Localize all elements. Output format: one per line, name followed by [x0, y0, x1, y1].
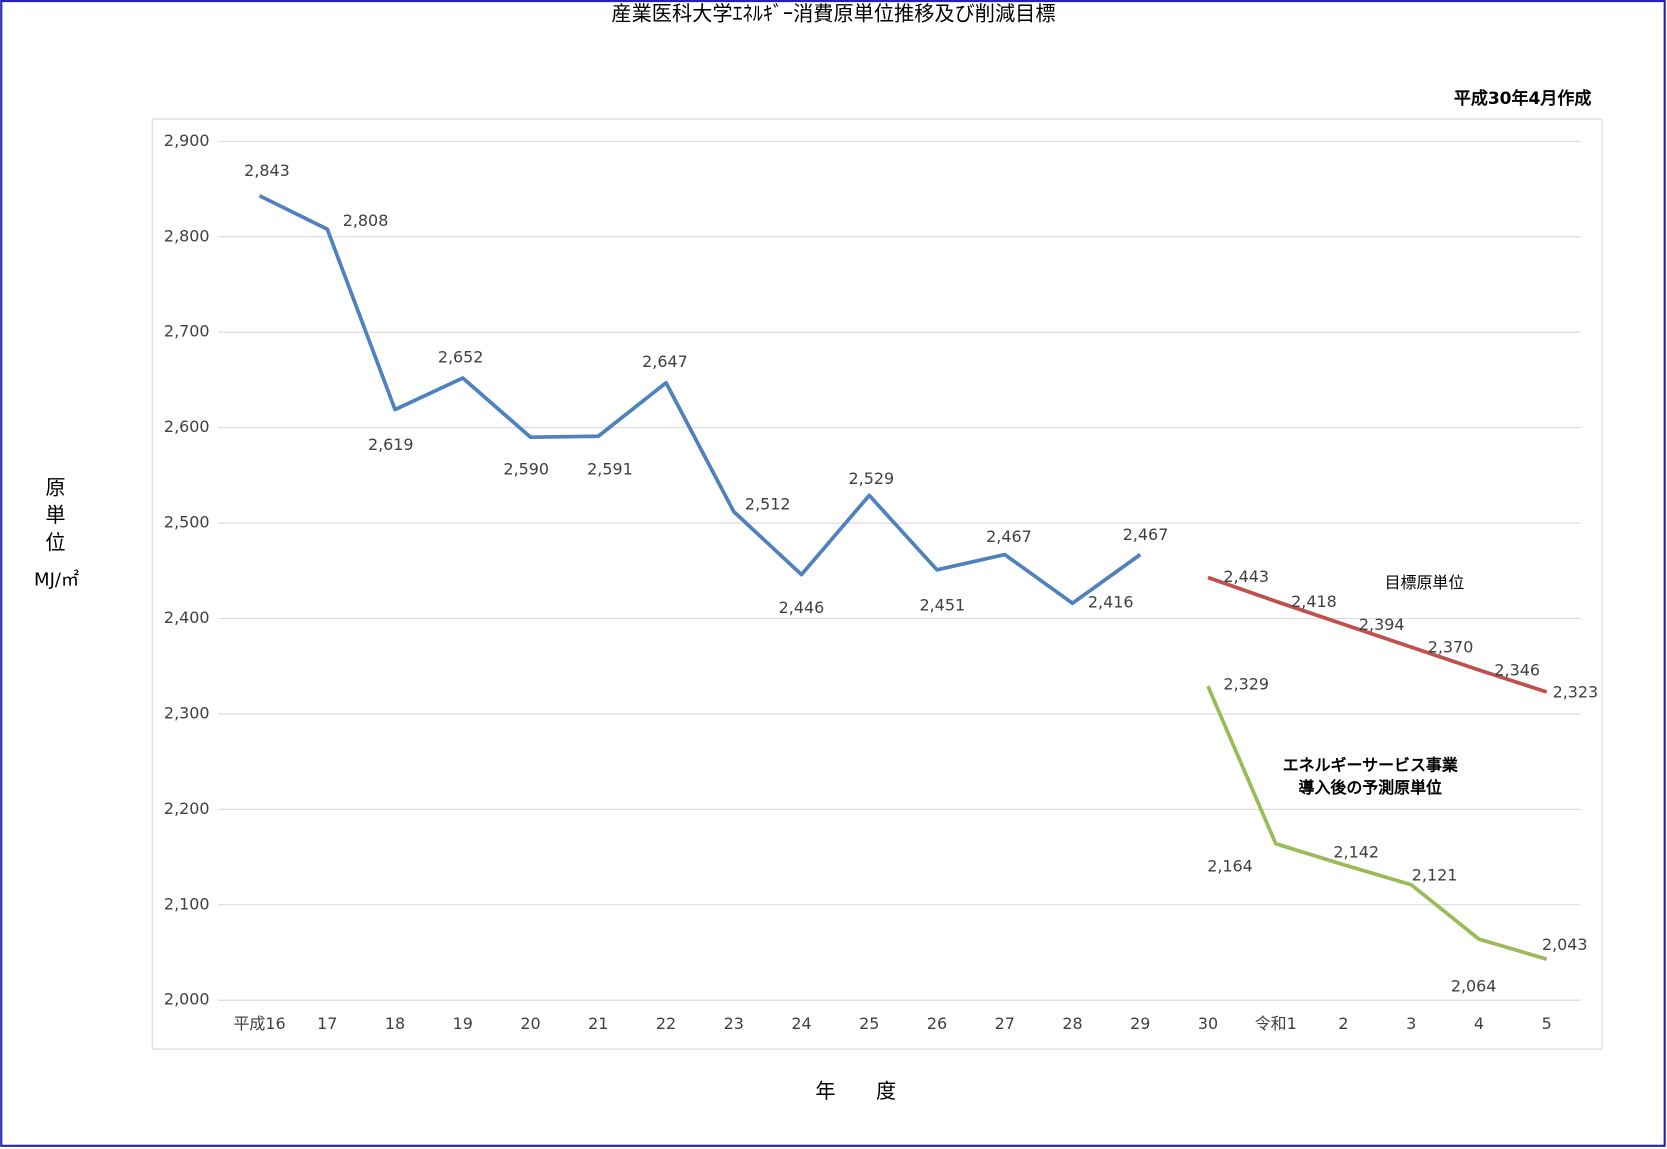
y-tick-label: 2,100 [164, 894, 210, 913]
x-tick-label: 28 [1062, 1014, 1082, 1033]
data-label: 2,043 [1542, 935, 1588, 954]
y-tick-label: 2,800 [164, 226, 210, 245]
line [258, 194, 1142, 606]
x-tick-label: 20 [520, 1014, 540, 1033]
chart-title: 産業医科大学ｴﾈﾙｷﾞｰ消費原単位推移及び削減目標 [611, 1, 1055, 25]
x-tick-label: 平成16 [233, 1014, 285, 1033]
data-label: 2,451 [919, 595, 965, 614]
y-tick-label: 2,200 [164, 799, 210, 818]
series-name: エネルギーサービス事業 導入後の予測原単位 [1282, 755, 1458, 798]
series-name: 目標原単位 [1384, 572, 1465, 592]
data-label: 2,064 [1451, 976, 1497, 995]
x-tick-label: 21 [588, 1014, 608, 1033]
x-tick-label: 23 [724, 1014, 744, 1033]
y-tick-label: 2,700 [164, 322, 210, 341]
x-tick-label: 5 [1542, 1014, 1552, 1033]
line [1207, 575, 1548, 694]
data-label: 2,394 [1359, 615, 1405, 634]
y-tick-label: 2,500 [164, 513, 210, 532]
data-label: 2,418 [1291, 592, 1337, 611]
data-label: 2,164 [1207, 857, 1253, 876]
x-tick-label: 29 [1130, 1014, 1150, 1033]
data-label: 2,443 [1223, 567, 1269, 586]
series: 2,843 2,808 2,619 2,652 2,590 2,591 2,647 2,512… [244, 161, 1168, 617]
data-label: 2,843 [244, 161, 290, 180]
data-label: 2,591 [587, 460, 633, 479]
y-axis-unit: MJ/㎡ [34, 568, 79, 590]
data-label: 2,329 [1223, 675, 1269, 694]
y-axis-label: 原 単 位 [45, 476, 66, 555]
y-tick-label: 2,600 [164, 417, 210, 436]
x-tick-label: 27 [995, 1014, 1015, 1033]
x-tick-label: 25 [859, 1014, 879, 1033]
x-tick-label: 17 [317, 1014, 337, 1033]
data-label: 2,467 [986, 527, 1032, 546]
x-tick-label: 令和1 [1255, 1014, 1297, 1033]
series: 2,443 2,418 2,394 2,370 2,346 2,323 [1207, 567, 1599, 702]
data-label: 2,512 [745, 495, 791, 514]
x-tick-label: 4 [1474, 1014, 1484, 1033]
data-label: 2,619 [368, 435, 414, 454]
x-tick-label: 22 [656, 1014, 676, 1033]
x-tick-label: 24 [791, 1014, 811, 1033]
data-label: 2,416 [1088, 593, 1134, 612]
y-label-fo: 原 単 位 [45, 476, 66, 555]
data-label: 2,467 [1123, 525, 1169, 544]
y-tick-label: 2,300 [164, 703, 210, 722]
x-tick-label: 2 [1338, 1014, 1348, 1033]
data-label: 2,652 [438, 347, 484, 366]
x-tick-label: 26 [927, 1014, 947, 1033]
x-axis-label: 年 度 [815, 1079, 896, 1103]
data-label: 2,808 [343, 211, 389, 230]
data-label: 2,647 [642, 352, 688, 371]
y-tick-label: 2,900 [164, 131, 210, 150]
data-label: 2,121 [1412, 866, 1458, 885]
subtitle: 平成30年4月作成 [1454, 88, 1592, 109]
series-name-box: エネルギーサービス事業 導入後の予測原単位 [1282, 755, 1458, 798]
data-label: 2,529 [849, 469, 895, 488]
line [1206, 685, 1548, 961]
data-label: 2,346 [1494, 661, 1540, 680]
x-tick-label: 19 [453, 1014, 473, 1033]
series-name-box: 目標原単位 [1384, 572, 1465, 592]
x-tick-label: 18 [385, 1014, 405, 1033]
data-label: 2,323 [1553, 683, 1599, 702]
data-label: 2,142 [1333, 842, 1379, 861]
data-label: 2,370 [1428, 638, 1474, 657]
series: 2,329 2,164 2,142 2,121 2,064 2,043 [1206, 675, 1588, 995]
y-tick-label: 2,000 [164, 990, 210, 1009]
data-label: 2,590 [503, 460, 549, 479]
plot-border [151, 118, 1603, 1050]
y-tick-label: 2,400 [164, 608, 210, 627]
data-label: 2,446 [779, 598, 825, 617]
x-tick-label: 3 [1406, 1014, 1416, 1033]
x-tick-label: 30 [1198, 1014, 1218, 1033]
